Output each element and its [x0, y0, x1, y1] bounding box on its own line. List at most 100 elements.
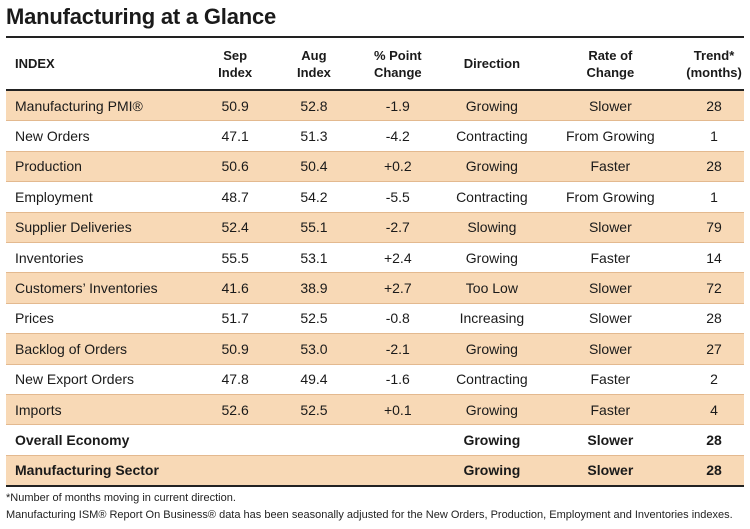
header-rate-line1: Rate of [588, 47, 633, 63]
row-sep-value [190, 424, 280, 456]
table-row: Manufacturing Sector Growing Slower 28 [6, 455, 744, 488]
row-direction: Growing [447, 90, 537, 122]
row-index-name: Prices [6, 303, 191, 335]
row-rate-of-change: Slower [536, 272, 685, 304]
row-rate-of-change: Faster [536, 242, 685, 274]
row-point-change: -5.5 [348, 181, 448, 213]
row-direction: Growing [447, 242, 537, 274]
row-index-name: Manufacturing PMI® [6, 90, 191, 122]
row-aug-value: 52.5 [279, 394, 349, 426]
table-row: Inventories 55.5 53.1 +2.4 Growing Faste… [6, 242, 744, 274]
footnote-trend: *Number of months moving in current dire… [6, 492, 236, 504]
header-trend-line1: Trend* [693, 47, 735, 63]
row-point-change: -1.6 [348, 364, 448, 395]
table-row: Backlog of Orders 50.9 53.0 -2.1 Growing… [6, 333, 744, 365]
table-row: Customers’ Inventories 41.6 38.9 +2.7 To… [6, 272, 744, 304]
row-direction: Growing [447, 424, 537, 456]
row-index-name: Overall Economy [6, 424, 191, 456]
row-sep-value: 47.1 [190, 120, 280, 152]
row-trend: 28 [684, 90, 744, 122]
row-direction: Slowing [447, 212, 537, 243]
row-direction: Growing [447, 455, 537, 488]
row-trend: 79 [684, 212, 744, 243]
row-rate-of-change: Slower [536, 303, 685, 335]
row-rate-of-change: From Growing [536, 181, 685, 213]
row-index-name: New Export Orders [6, 364, 191, 395]
row-index-name: Employment [6, 181, 191, 213]
row-aug-value [279, 424, 349, 456]
row-index-name: Customers’ Inventories [6, 272, 191, 304]
row-sep-value: 50.9 [190, 333, 280, 365]
row-trend: 27 [684, 333, 744, 365]
row-point-change: +2.4 [348, 242, 448, 274]
row-rate-of-change: Faster [536, 151, 685, 183]
row-aug-value: 50.4 [279, 151, 349, 183]
table-row: New Orders 47.1 51.3 -4.2 Contracting Fr… [6, 120, 744, 152]
row-index-name: Manufacturing Sector [6, 455, 191, 488]
row-sep-value: 52.4 [190, 212, 280, 243]
row-direction: Contracting [447, 364, 537, 395]
table-row: New Export Orders 47.8 49.4 -1.6 Contrac… [6, 364, 744, 395]
header-trend-line2: (months) [686, 64, 742, 80]
row-sep-value: 47.8 [190, 364, 280, 395]
header-sep-index: Sep Index [190, 38, 280, 91]
row-rate-of-change: Slower [536, 455, 685, 488]
row-point-change: +0.1 [348, 394, 448, 426]
row-rate-of-change: From Growing [536, 120, 685, 152]
header-sep-line1: Sep [223, 47, 248, 63]
row-index-name: Production [6, 151, 191, 183]
row-sep-value: 52.6 [190, 394, 280, 426]
row-point-change: -0.8 [348, 303, 448, 335]
row-index-name: New Orders [6, 120, 191, 152]
row-direction: Too Low [447, 272, 537, 304]
row-sep-value: 41.6 [190, 272, 280, 304]
row-sep-value: 55.5 [190, 242, 280, 274]
row-trend: 14 [684, 242, 744, 274]
table-row: Prices 51.7 52.5 -0.8 Increasing Slower … [6, 303, 744, 335]
row-rate-of-change: Slower [536, 90, 685, 122]
row-sep-value [190, 455, 280, 488]
header-pct-line2: Change [373, 64, 422, 80]
row-aug-value [279, 455, 349, 488]
row-index-name: Imports [6, 394, 191, 426]
table-row: Overall Economy Growing Slower 28 [6, 424, 744, 456]
row-trend: 1 [684, 120, 744, 152]
row-aug-value: 38.9 [279, 272, 349, 304]
row-point-change: -4.2 [348, 120, 448, 152]
table-row: Employment 48.7 54.2 -5.5 Contracting Fr… [6, 181, 744, 213]
title-divider [6, 36, 744, 38]
row-trend: 28 [684, 151, 744, 183]
row-aug-value: 51.3 [279, 120, 349, 152]
row-sep-value: 50.6 [190, 151, 280, 183]
row-point-change [348, 455, 448, 488]
table-row: Supplier Deliveries 52.4 55.1 -2.7 Slowi… [6, 212, 744, 243]
row-point-change: +2.7 [348, 272, 448, 304]
row-point-change: -1.9 [348, 90, 448, 122]
row-trend: 28 [684, 455, 744, 488]
row-trend: 28 [684, 303, 744, 335]
row-trend: 1 [684, 181, 744, 213]
header-aug-line2: Index [296, 64, 331, 80]
row-trend: 28 [684, 424, 744, 456]
row-sep-value: 50.9 [190, 90, 280, 122]
row-point-change [348, 424, 448, 456]
row-index-name: Backlog of Orders [6, 333, 191, 365]
row-trend: 2 [684, 364, 744, 395]
table-row: Imports 52.6 52.5 +0.1 Growing Faster 4 [6, 394, 744, 426]
row-rate-of-change: Faster [536, 364, 685, 395]
row-index-name: Supplier Deliveries [6, 212, 191, 243]
header-rate-of-change: Rate of Change [536, 38, 685, 91]
header-aug-index: Aug Index [279, 38, 349, 91]
manufacturing-table: INDEX Sep Index Aug Index % Point Change… [6, 38, 744, 488]
header-sep-line2: Index [218, 64, 253, 80]
row-rate-of-change: Slower [536, 212, 685, 243]
row-aug-value: 52.5 [279, 303, 349, 335]
row-aug-value: 49.4 [279, 364, 349, 395]
header-direction: Direction [447, 38, 537, 91]
footnote-seasonal-adjustment: Manufacturing ISM® Report On Business® d… [6, 509, 733, 521]
page-title: Manufacturing at a Glance [6, 4, 277, 29]
row-direction: Growing [447, 151, 537, 183]
row-aug-value: 55.1 [279, 212, 349, 243]
row-aug-value: 52.8 [279, 90, 349, 122]
row-rate-of-change: Faster [536, 394, 685, 426]
